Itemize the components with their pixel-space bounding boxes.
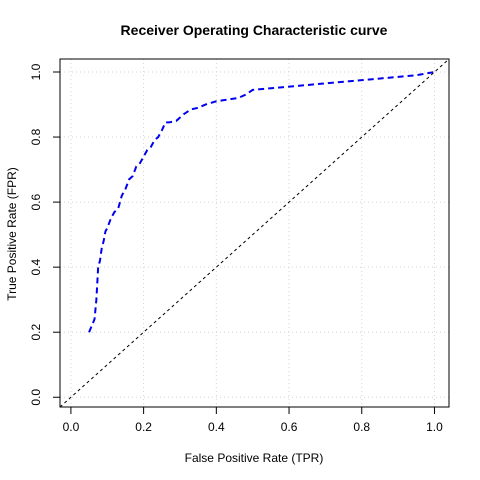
chart-title: Receiver Operating Characteristic curve	[121, 22, 388, 38]
x-axis: 0.0 0.2 0.4 0.6 0.8 1.0	[63, 406, 443, 434]
y-axis-label: True Positive Rate (FPR)	[5, 167, 19, 301]
grid	[60, 59, 449, 407]
x-tick-label: 0.0	[63, 420, 80, 434]
x-tick-label: 0.4	[208, 420, 225, 434]
x-tick-label: 1.0	[426, 420, 443, 434]
y-tick-label: 0.4	[29, 258, 43, 275]
x-tick-label: 0.2	[135, 420, 152, 434]
y-axis: 0.0 0.2 0.4 0.6 0.8 1.0	[29, 63, 61, 406]
series-layer	[60, 59, 449, 407]
x-tick-label: 0.6	[281, 420, 298, 434]
y-tick-label: 1.0	[29, 63, 43, 80]
y-tick-label: 0.6	[29, 193, 43, 210]
diagonal-reference-line	[60, 59, 449, 407]
y-tick-label: 0.8	[29, 128, 43, 145]
y-tick-label: 0.0	[29, 389, 43, 406]
x-axis-label: False Positive Rate (TPR)	[185, 451, 324, 465]
roc-curve-line	[88, 71, 435, 333]
x-tick-label: 0.8	[353, 420, 370, 434]
y-tick-label: 0.2	[29, 324, 43, 341]
